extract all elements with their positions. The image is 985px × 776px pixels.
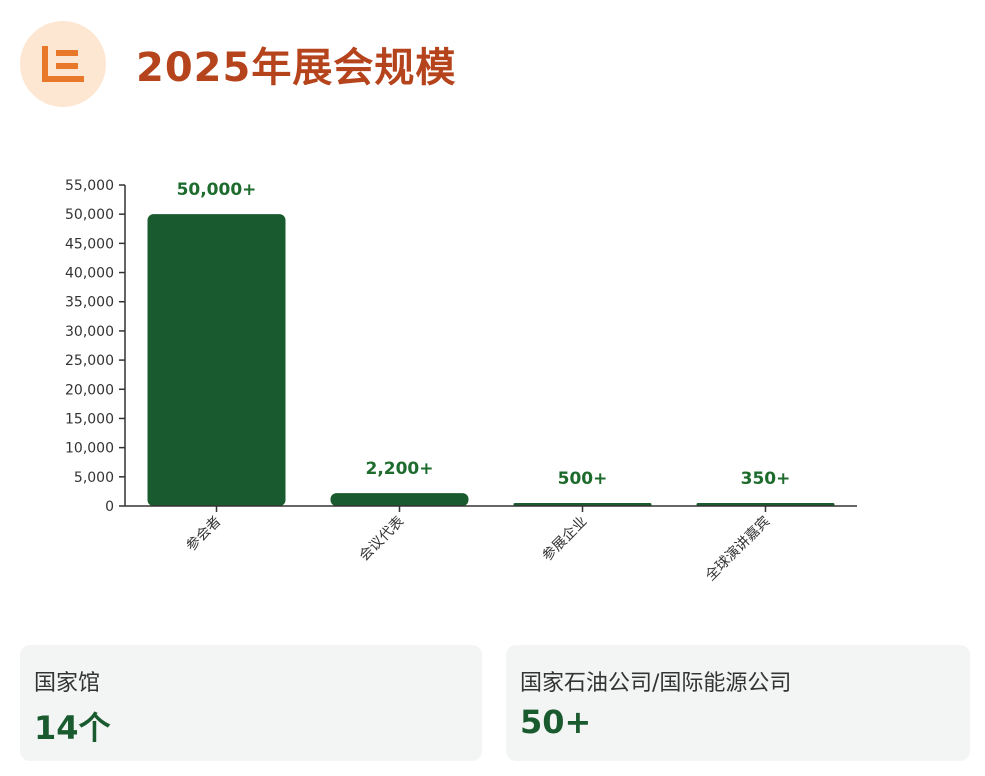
y-tick-label: 5,000 <box>74 470 114 486</box>
x-axis: 参会者 会议代表 参展企业 全球演讲嘉宾 <box>125 505 857 584</box>
stat-card-companies: 国家石油公司/国际能源公司 50+ <box>506 645 970 761</box>
bar <box>147 214 286 506</box>
logo-badge <box>20 21 106 107</box>
x-tick-label: 全球演讲嘉宾 <box>702 513 773 584</box>
y-tick-label: 20,000 <box>65 382 114 398</box>
header: 2025年展会规模 <box>20 20 456 108</box>
bar-value-label: 500+ <box>558 469 608 489</box>
bar-chart: 0 5,000 10,000 15,000 20,000 25,000 30,000 35,0… <box>65 178 857 584</box>
y-tick-label: 10,000 <box>65 441 114 457</box>
y-tick-label: 55,000 <box>65 178 114 194</box>
y-tick-label: 35,000 <box>65 295 114 311</box>
bar <box>330 493 469 506</box>
x-tick-label: 参展企业 <box>539 513 591 565</box>
y-tick-label: 15,000 <box>65 411 114 427</box>
y-tick-label: 50,000 <box>65 207 114 223</box>
bars: 50,000+ 2,200+ 500+ 350+ <box>147 180 835 506</box>
stat-label: 国家石油公司/国际能源公司 <box>520 671 792 696</box>
bar-value-label: 50,000+ <box>177 180 257 200</box>
x-tick-label: 会议代表 <box>356 514 407 565</box>
page-title: 2025年展会规模 <box>136 45 457 91</box>
y-axis: 0 5,000 10,000 15,000 20,000 25,000 30,000 35,0… <box>65 178 126 515</box>
y-tick-label: 40,000 <box>65 266 114 282</box>
y-tick-label: 45,000 <box>65 236 114 252</box>
stat-value: 14个 <box>34 709 111 747</box>
bar-value-label: 2,200+ <box>365 459 433 479</box>
x-tick-label: 参会者 <box>183 513 225 555</box>
list-icon <box>42 46 84 82</box>
y-tick-label: 30,000 <box>65 324 114 340</box>
y-tick-label: 0 <box>105 499 114 515</box>
stat-label: 国家馆 <box>34 671 101 696</box>
stat-value: 50+ <box>520 703 592 741</box>
y-tick-label: 25,000 <box>65 353 114 369</box>
stat-card-pavilions: 国家馆 14个 <box>20 645 482 761</box>
bar-value-label: 350+ <box>741 469 791 489</box>
